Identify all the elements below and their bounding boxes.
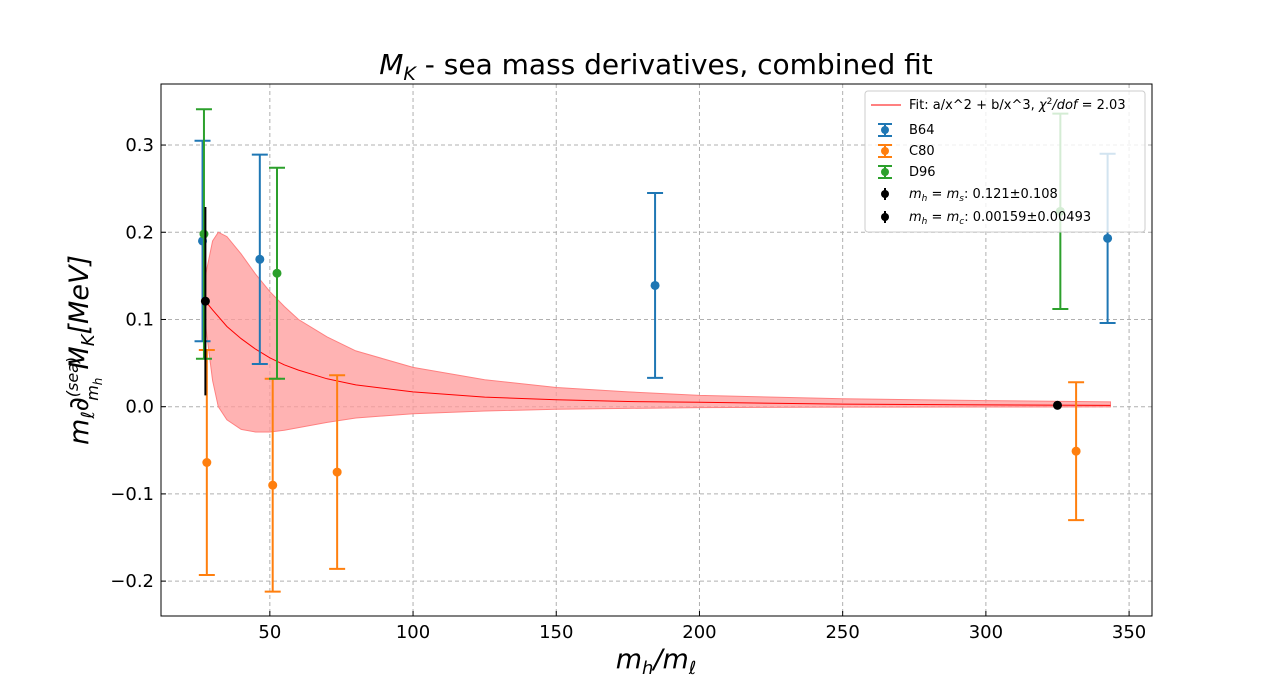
fit-curve (205, 300, 1111, 406)
x-axis-label: mh/mℓ (616, 644, 697, 679)
axes-layer (160, 83, 1153, 617)
series-b64-point-1-marker (255, 254, 265, 264)
x-label-l: ℓ (688, 658, 696, 679)
legend-fit-chi: χ (1038, 98, 1048, 113)
legend-hl-value-0: : 0.121±0.108 (964, 187, 1058, 202)
series-b64-point-2 (647, 192, 664, 379)
x-tick-label-0: 50 (258, 622, 281, 643)
x-tick-label-2: 150 (539, 622, 573, 643)
fit-curve-layer (205, 300, 1111, 406)
y-tick-label-4: 0.2 (125, 222, 154, 243)
y-label-m: m (64, 419, 95, 445)
highlight-point-0 (200, 206, 210, 396)
series-c80-point-0 (198, 349, 215, 577)
series-b64-point-2-marker (650, 280, 660, 290)
grid-layer (161, 84, 1152, 616)
y-label-l: ℓ (78, 411, 99, 419)
plot-frame (160, 83, 1153, 617)
chart-title-m: M (379, 48, 403, 81)
legend-label-highlight-1: mh = mc: 0.00159±0.00493 (909, 210, 1091, 227)
x-label-h: h (642, 658, 653, 679)
highlight-point-0-marker (200, 296, 210, 306)
y-label-unit: [MeV] (64, 255, 95, 334)
y-tick-label-2: 0.0 (125, 397, 154, 418)
legend-label-highlight-0: mh = ms: 0.121±0.108 (909, 187, 1058, 204)
legend-fit-dof: /dof (1051, 98, 1080, 113)
y-label-sea: (sea) (63, 357, 82, 397)
series-d96-point-1-marker (272, 268, 282, 278)
chart-title-sub: K (403, 63, 417, 85)
legend-entries: Fit: a/x^2 + b/x^3, χ2/dof = 2.03 B64 C80 D… (871, 97, 1126, 227)
y-label-mh-h: h (91, 378, 105, 386)
series-d96-point-0-marker (199, 229, 209, 239)
legend-fit-sup: 2 (1047, 97, 1053, 107)
legend-hl-eq-1: = (927, 210, 946, 225)
x-label-slash-m: /m (651, 644, 688, 675)
y-tick-label-1: −0.1 (110, 484, 154, 505)
legend-marker-c80-dot (881, 147, 889, 155)
series-c80-point-3 (1068, 381, 1085, 522)
series-c80-point-1-marker (268, 480, 278, 490)
chart-title-rest: - sea mass derivatives, combined fit (416, 48, 933, 81)
legend-box (864, 90, 1146, 233)
x-tick-label-1: 100 (396, 622, 430, 643)
legend: Fit: a/x^2 + b/x^3, χ2/dof = 2.03 B64 C80 D… (864, 90, 1146, 233)
y-tick-label-3: 0.1 (125, 309, 154, 330)
legend-hl-value-1: : 0.00159±0.00493 (964, 210, 1091, 225)
legend-hl-sub2-1: c (959, 217, 964, 227)
legend-hl-m2-0: m (947, 187, 960, 202)
series-c80-point-2 (329, 374, 346, 570)
legend-label-b64: B64 (909, 123, 934, 138)
y-label-mh-m: m (83, 385, 102, 401)
legend-hl-sub2-0: s (959, 194, 964, 204)
fit-confidence-band (204, 231, 1111, 433)
legend-hl-sub1-0: h (922, 194, 928, 204)
x-tick-label-3: 200 (682, 622, 716, 643)
ticks-layer: 50 100 150 200 250 300 350 −0.2 −0.1 0.0 0.1 0.2 0.3 (110, 135, 1146, 643)
legend-marker-d96-dot (881, 168, 889, 176)
y-tick-label-0: −0.2 (110, 571, 154, 592)
series-b64-point-1 (251, 153, 268, 365)
legend-hl-m1-0: m (909, 187, 922, 202)
highlight-point-1-marker (1052, 400, 1062, 410)
y-axis-label: mℓ∂(sea)mhMK[MeV] (63, 255, 105, 445)
legend-label-d96: D96 (909, 165, 936, 180)
series-c80-point-0-marker (202, 458, 212, 468)
legend-marker-highlight-0-dot (881, 190, 889, 198)
chart-title: MK - sea mass derivatives, combined fit (379, 48, 933, 85)
legend-hl-m1-1: m (909, 210, 922, 225)
legend-marker-b64-dot (881, 126, 889, 134)
legend-hl-eq-0: = (927, 187, 946, 202)
x-tick-label-4: 250 (825, 622, 859, 643)
y-label-M: M (64, 346, 95, 369)
y-tick-label-5: 0.3 (125, 135, 154, 156)
fit-band-layer (204, 231, 1111, 433)
x-tick-label-5: 300 (969, 622, 1003, 643)
legend-hl-m2-1: m (947, 210, 960, 225)
series-c80-point-2-marker (332, 467, 342, 477)
highlight-point-1 (1052, 400, 1062, 410)
x-label-m: m (616, 644, 642, 675)
series-c80-point-3-marker (1071, 446, 1081, 456)
x-tick-label-6: 350 (1112, 622, 1146, 643)
legend-fit-text: Fit: a/x^2 + b/x^3, (909, 98, 1039, 113)
legend-fit-value: = 2.03 (1077, 98, 1125, 113)
legend-marker-highlight-1-dot (881, 213, 889, 221)
y-label-partial: ∂ (64, 397, 95, 411)
y-label-K: K (78, 333, 99, 346)
legend-label-c80: C80 (909, 144, 935, 159)
series-d96-point-1 (268, 166, 285, 380)
legend-fit-label: Fit: a/x^2 + b/x^3, χ2/dof = 2.03 (909, 97, 1126, 113)
series-b64-point-3-marker (1103, 233, 1113, 243)
legend-hl-sub1-1: h (922, 217, 928, 227)
